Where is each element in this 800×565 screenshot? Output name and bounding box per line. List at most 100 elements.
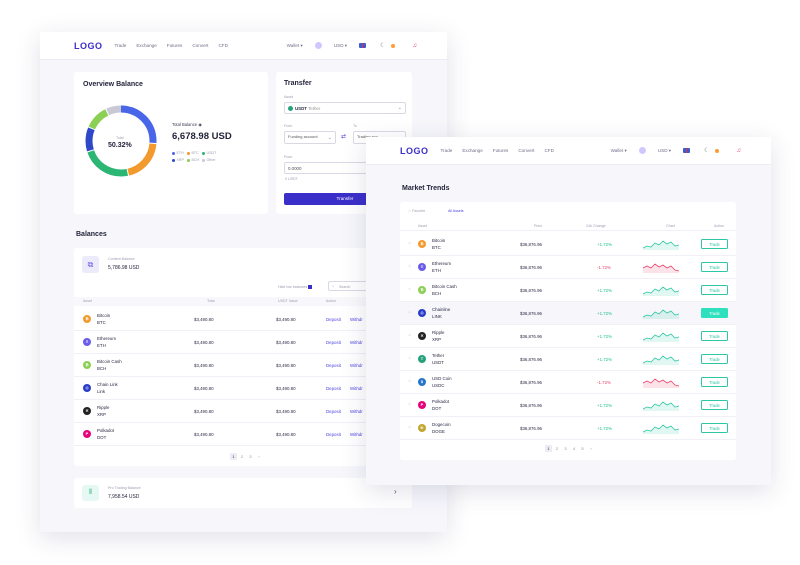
page-1[interactable]: 1 xyxy=(545,445,552,452)
wallet-dropdown[interactable]: Wallet ▾ xyxy=(610,147,627,153)
star-icon[interactable]: ☆ xyxy=(408,241,412,245)
market-pagination: 1 2 3 4 5 › xyxy=(545,445,596,452)
nav-cfd[interactable]: CFD xyxy=(544,148,554,153)
page-next[interactable]: › xyxy=(258,454,260,459)
moon-icon[interactable]: ☾ xyxy=(704,148,710,154)
table-row: ☆ ₿ Bitcoin BTC $36,876.96 +1.72% Trade xyxy=(400,233,736,256)
bell-icon[interactable]: ♫ xyxy=(412,42,418,49)
to-label: To xyxy=(353,124,357,128)
tab-all-assets[interactable]: All Assets xyxy=(448,209,464,213)
deposit-link[interactable]: Deposit xyxy=(326,363,341,368)
trade-button[interactable]: Trade xyxy=(701,377,728,387)
flag-icon[interactable] xyxy=(359,43,367,48)
nav-cfd[interactable]: CFD xyxy=(218,43,228,48)
currency-dropdown[interactable]: USD ▾ xyxy=(333,42,348,48)
avatar[interactable] xyxy=(638,147,646,154)
trade-button[interactable]: Trade xyxy=(701,262,728,272)
table-row: ☆ ✕ Ripple XRP $36,876.96 +1.72% Trade xyxy=(400,325,736,348)
nav-exchange[interactable]: Exchange xyxy=(136,43,157,48)
withdraw-link[interactable]: Withdr xyxy=(350,340,363,345)
chevron-right-icon[interactable]: › xyxy=(394,487,397,496)
star-icon[interactable]: ☆ xyxy=(408,402,412,406)
checkbox[interactable] xyxy=(308,285,313,290)
trade-button[interactable]: Trade xyxy=(701,285,728,295)
swap-icon[interactable]: ⇄ xyxy=(341,134,347,140)
deposit-link[interactable]: Deposit xyxy=(326,317,341,322)
tab-favorite[interactable]: ☆ Favorite xyxy=(408,209,426,213)
trade-button[interactable]: Trade xyxy=(701,423,728,433)
coin-icon: Ð xyxy=(418,424,426,432)
page-4[interactable]: 4 xyxy=(572,446,576,451)
page-next[interactable]: › xyxy=(590,446,592,451)
nav-futures[interactable]: Futures xyxy=(166,43,183,48)
page-3[interactable]: 3 xyxy=(249,454,252,459)
asset-symbol: DOT xyxy=(97,435,107,440)
asset-price: $36,876.96 xyxy=(520,265,542,270)
trade-button[interactable]: Trade xyxy=(701,239,728,249)
asset-name: Chainline xyxy=(432,307,451,312)
trade-button[interactable]: Trade xyxy=(701,331,728,341)
asset-name: Bitcoin xyxy=(97,313,111,318)
sun-icon[interactable] xyxy=(714,148,719,153)
withdraw-link[interactable]: Withdr xyxy=(350,432,363,437)
asset-name: Bitcoin xyxy=(432,238,446,243)
page-2[interactable]: 2 xyxy=(555,446,559,451)
deposit-link[interactable]: Deposit xyxy=(326,386,341,391)
bell-icon[interactable]: ♫ xyxy=(736,147,742,154)
nav-trade[interactable]: Trade xyxy=(440,148,453,153)
nav-trade[interactable]: Trade xyxy=(114,43,127,48)
table-row: ☆ T Tether USDT $36,876.96 +1.72% Trade xyxy=(400,348,736,371)
hide-low-balances[interactable]: Hide low balances xyxy=(278,285,313,290)
from-select[interactable]: Funding account ⌄ xyxy=(284,131,336,144)
star-icon[interactable]: ☆ xyxy=(408,310,412,314)
withdraw-link[interactable]: Withdr xyxy=(350,409,363,414)
coin-icon: ₿ xyxy=(83,361,91,369)
balances-table-header: Asset Total USDT Value Action xyxy=(74,297,414,306)
currency-dropdown[interactable]: USD ▾ xyxy=(657,147,672,153)
withdraw-link[interactable]: Withdr xyxy=(350,386,363,391)
content-balance-value: 5,786.98 USD xyxy=(108,265,140,271)
asset-total: $3,490.80 xyxy=(194,340,214,345)
change-24h: +1.72% xyxy=(597,357,613,362)
sun-icon[interactable] xyxy=(390,43,395,48)
star-icon[interactable]: ☆ xyxy=(408,333,412,337)
star-icon[interactable]: ☆ xyxy=(408,356,412,360)
eye-icon[interactable]: ◉ xyxy=(198,122,202,127)
star-icon[interactable]: ☆ xyxy=(408,425,412,429)
coin-icon: ₿ xyxy=(83,315,91,323)
asset-usdt-value: $3,490.80 xyxy=(276,432,296,437)
star-icon[interactable]: ☆ xyxy=(408,287,412,291)
trade-button[interactable]: Trade xyxy=(701,400,728,410)
asset-name: Ethereum xyxy=(432,261,452,266)
table-row: ☆ P Polkadot DOT $36,876.96 +1.72% Trade xyxy=(400,394,736,417)
deposit-link[interactable]: Deposit xyxy=(326,340,341,345)
wallet-dropdown[interactable]: Wallet ▾ xyxy=(286,42,303,48)
withdraw-link[interactable]: Withdr xyxy=(350,317,363,322)
moon-icon[interactable]: ☾ xyxy=(380,43,386,49)
page-1[interactable]: 1 xyxy=(230,453,237,460)
deposit-link[interactable]: Deposit xyxy=(326,409,341,414)
star-icon[interactable]: ☆ xyxy=(408,379,412,383)
pro-trading-card[interactable]: ⫴ Pro Trading Balance 7,958.54 USD › xyxy=(74,478,412,508)
asset-price: $36,876.96 xyxy=(520,288,542,293)
nav-convert[interactable]: Convert xyxy=(192,43,209,48)
trade-button[interactable]: Trade xyxy=(701,308,728,318)
page-2[interactable]: 2 xyxy=(240,454,244,459)
nav-exchange[interactable]: Exchange xyxy=(462,148,483,153)
asset-usdt-value: $3,490.80 xyxy=(276,340,296,345)
nav-convert[interactable]: Convert xyxy=(518,148,535,153)
usdt-icon xyxy=(288,106,293,111)
page-3[interactable]: 3 xyxy=(564,446,567,451)
asset-select[interactable]: USDT Tether ⌄ xyxy=(284,102,406,114)
nav-futures[interactable]: Futures xyxy=(492,148,509,153)
avatar[interactable] xyxy=(314,42,322,49)
header-action: Action xyxy=(714,224,724,228)
flag-icon[interactable] xyxy=(683,148,691,153)
change-24h: +1.72% xyxy=(597,311,613,316)
page-5[interactable]: 5 xyxy=(581,446,584,451)
deposit-link[interactable]: Deposit xyxy=(326,432,341,437)
legend-item: BTC xyxy=(187,150,202,157)
withdraw-link[interactable]: Withdr xyxy=(350,363,363,368)
trade-button[interactable]: Trade xyxy=(701,354,728,364)
star-icon[interactable]: ☆ xyxy=(408,264,412,268)
